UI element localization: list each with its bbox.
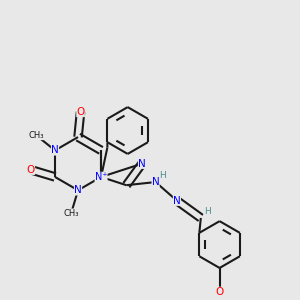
Text: N: N [152, 177, 160, 187]
Text: O: O [215, 287, 224, 297]
Text: H: H [159, 171, 166, 180]
Text: N⁺: N⁺ [95, 172, 107, 182]
Text: H: H [204, 207, 211, 216]
Text: CH₃: CH₃ [63, 209, 79, 218]
Text: N: N [51, 146, 59, 155]
Text: N: N [173, 196, 181, 206]
Text: N: N [138, 159, 146, 169]
Text: CH₃: CH₃ [28, 131, 44, 140]
Text: O: O [76, 107, 85, 117]
Text: O: O [27, 165, 35, 175]
Text: N: N [74, 185, 82, 195]
